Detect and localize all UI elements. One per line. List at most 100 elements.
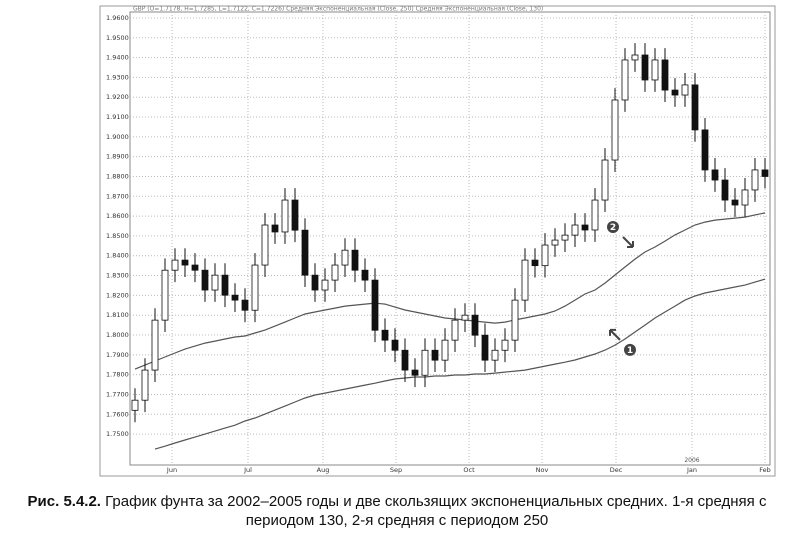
plot-frame	[129, 11, 771, 466]
y-tick-label: 1.7600	[106, 410, 129, 418]
annotation-badge	[607, 221, 619, 234]
y-tick-label: 1.8900	[106, 153, 129, 161]
candle-body	[261, 224, 269, 266]
y-tick-label: 1.8300	[106, 272, 129, 280]
y-tick-label: 1.9200	[106, 93, 129, 101]
candle-body	[131, 399, 139, 411]
y-tick-label: 1.9600	[106, 14, 129, 22]
candle-body	[601, 159, 609, 201]
candle-body	[551, 239, 559, 246]
candle-body	[211, 274, 219, 291]
candle-body	[571, 224, 579, 236]
chart-frame	[99, 5, 776, 477]
candle-body	[411, 369, 419, 376]
x-tick-label: Jan	[686, 466, 697, 474]
candle-body	[471, 314, 479, 336]
candle-body	[721, 179, 729, 201]
candle-body	[421, 349, 429, 376]
candle-body	[351, 249, 359, 271]
candle-body	[611, 99, 619, 161]
candle-body	[651, 59, 659, 81]
annotation-badge	[624, 343, 636, 356]
candle-body	[741, 189, 749, 206]
y-tick-label: 1.8500	[106, 232, 129, 240]
x-tick-label: Feb	[759, 466, 771, 474]
candle-body	[251, 264, 259, 311]
candle-body	[681, 84, 689, 96]
candle-body	[331, 264, 339, 281]
chart: GBP (O=1.7178, H=1.7285, L=1.7122, C=1.7…	[99, 5, 776, 477]
candle-body	[341, 249, 349, 266]
y-tick-label: 1.7700	[106, 390, 129, 398]
y-tick-label: 1.8600	[106, 212, 129, 220]
y-tick-label: 1.8800	[106, 172, 129, 180]
candle-body	[301, 229, 309, 276]
candle-body	[641, 54, 649, 81]
candle-body	[201, 269, 209, 291]
candle-body	[151, 319, 159, 371]
candle-body	[371, 279, 379, 331]
annotation-arrow	[622, 236, 634, 249]
candle-body	[671, 89, 679, 96]
candle-body	[391, 339, 399, 351]
candle-body	[321, 279, 329, 291]
candle-body	[491, 349, 499, 361]
candle-body	[241, 299, 249, 311]
y-tick-label: 1.8100	[106, 311, 129, 319]
candle-body	[751, 169, 759, 191]
candle-body	[431, 349, 439, 361]
y-tick-label: 1.9000	[106, 133, 129, 141]
annotation-label: 2	[610, 223, 616, 233]
y-tick-label: 1.7900	[106, 351, 129, 359]
candle-body	[701, 129, 709, 171]
x-tick-label: Nov	[536, 466, 549, 474]
candle-body	[461, 314, 469, 321]
x-tick-label: Jun	[166, 466, 177, 474]
caption-text: График фунта за 2002–2005 годы и две ско…	[105, 493, 767, 529]
moving-average-line	[134, 212, 766, 370]
candle-body	[141, 369, 149, 401]
candle-body	[221, 274, 229, 296]
y-tick-label: 1.8700	[106, 192, 129, 200]
candle-body	[291, 199, 299, 231]
candle-body	[581, 224, 589, 231]
chart-header: GBP (O=1.7178, H=1.7285, L=1.7122, C=1.7…	[133, 6, 543, 13]
candle-body	[591, 199, 599, 231]
y-tick-label: 1.7500	[106, 430, 129, 438]
x-tick-label: Jul	[243, 466, 252, 474]
candle-body	[281, 199, 289, 233]
candle-body	[361, 269, 369, 281]
candle-body	[661, 59, 669, 91]
annotation-label: 1	[627, 346, 633, 356]
candle-body	[271, 224, 279, 233]
y-tick-label: 1.9100	[106, 113, 129, 121]
candle-body	[451, 319, 459, 341]
candle-body	[711, 169, 719, 181]
y-tick-label: 1.9300	[106, 73, 129, 81]
candle-body	[401, 349, 409, 371]
x-tick-label: Oct	[463, 466, 475, 474]
candle-body	[381, 329, 389, 341]
candle-body	[761, 169, 769, 177]
candle-body	[441, 339, 449, 361]
candle-body	[171, 259, 179, 271]
y-tick-label: 1.7800	[106, 371, 129, 379]
y-tick-label: 1.8000	[106, 331, 129, 339]
candle-body	[481, 334, 489, 361]
candle-body	[731, 199, 739, 206]
y-tick-label: 1.8400	[106, 252, 129, 260]
candle-body	[511, 299, 519, 341]
y-tick-label: 1.8200	[106, 291, 129, 299]
candle-body	[621, 59, 629, 101]
year-label: 2006	[684, 457, 699, 464]
candle-body	[311, 274, 319, 291]
caption: Рис. 5.4.2. График фунта за 2002–2005 го…	[0, 492, 794, 530]
x-tick-label: Aug	[317, 466, 330, 474]
candle-body	[561, 234, 569, 241]
candle-body	[521, 259, 529, 301]
candle-body	[541, 244, 549, 267]
caption-label: Рис. 5.4.2.	[27, 493, 101, 510]
y-tick-label: 1.9500	[106, 34, 129, 42]
y-tick-label: 1.9400	[106, 54, 129, 62]
candle-body	[691, 84, 699, 131]
